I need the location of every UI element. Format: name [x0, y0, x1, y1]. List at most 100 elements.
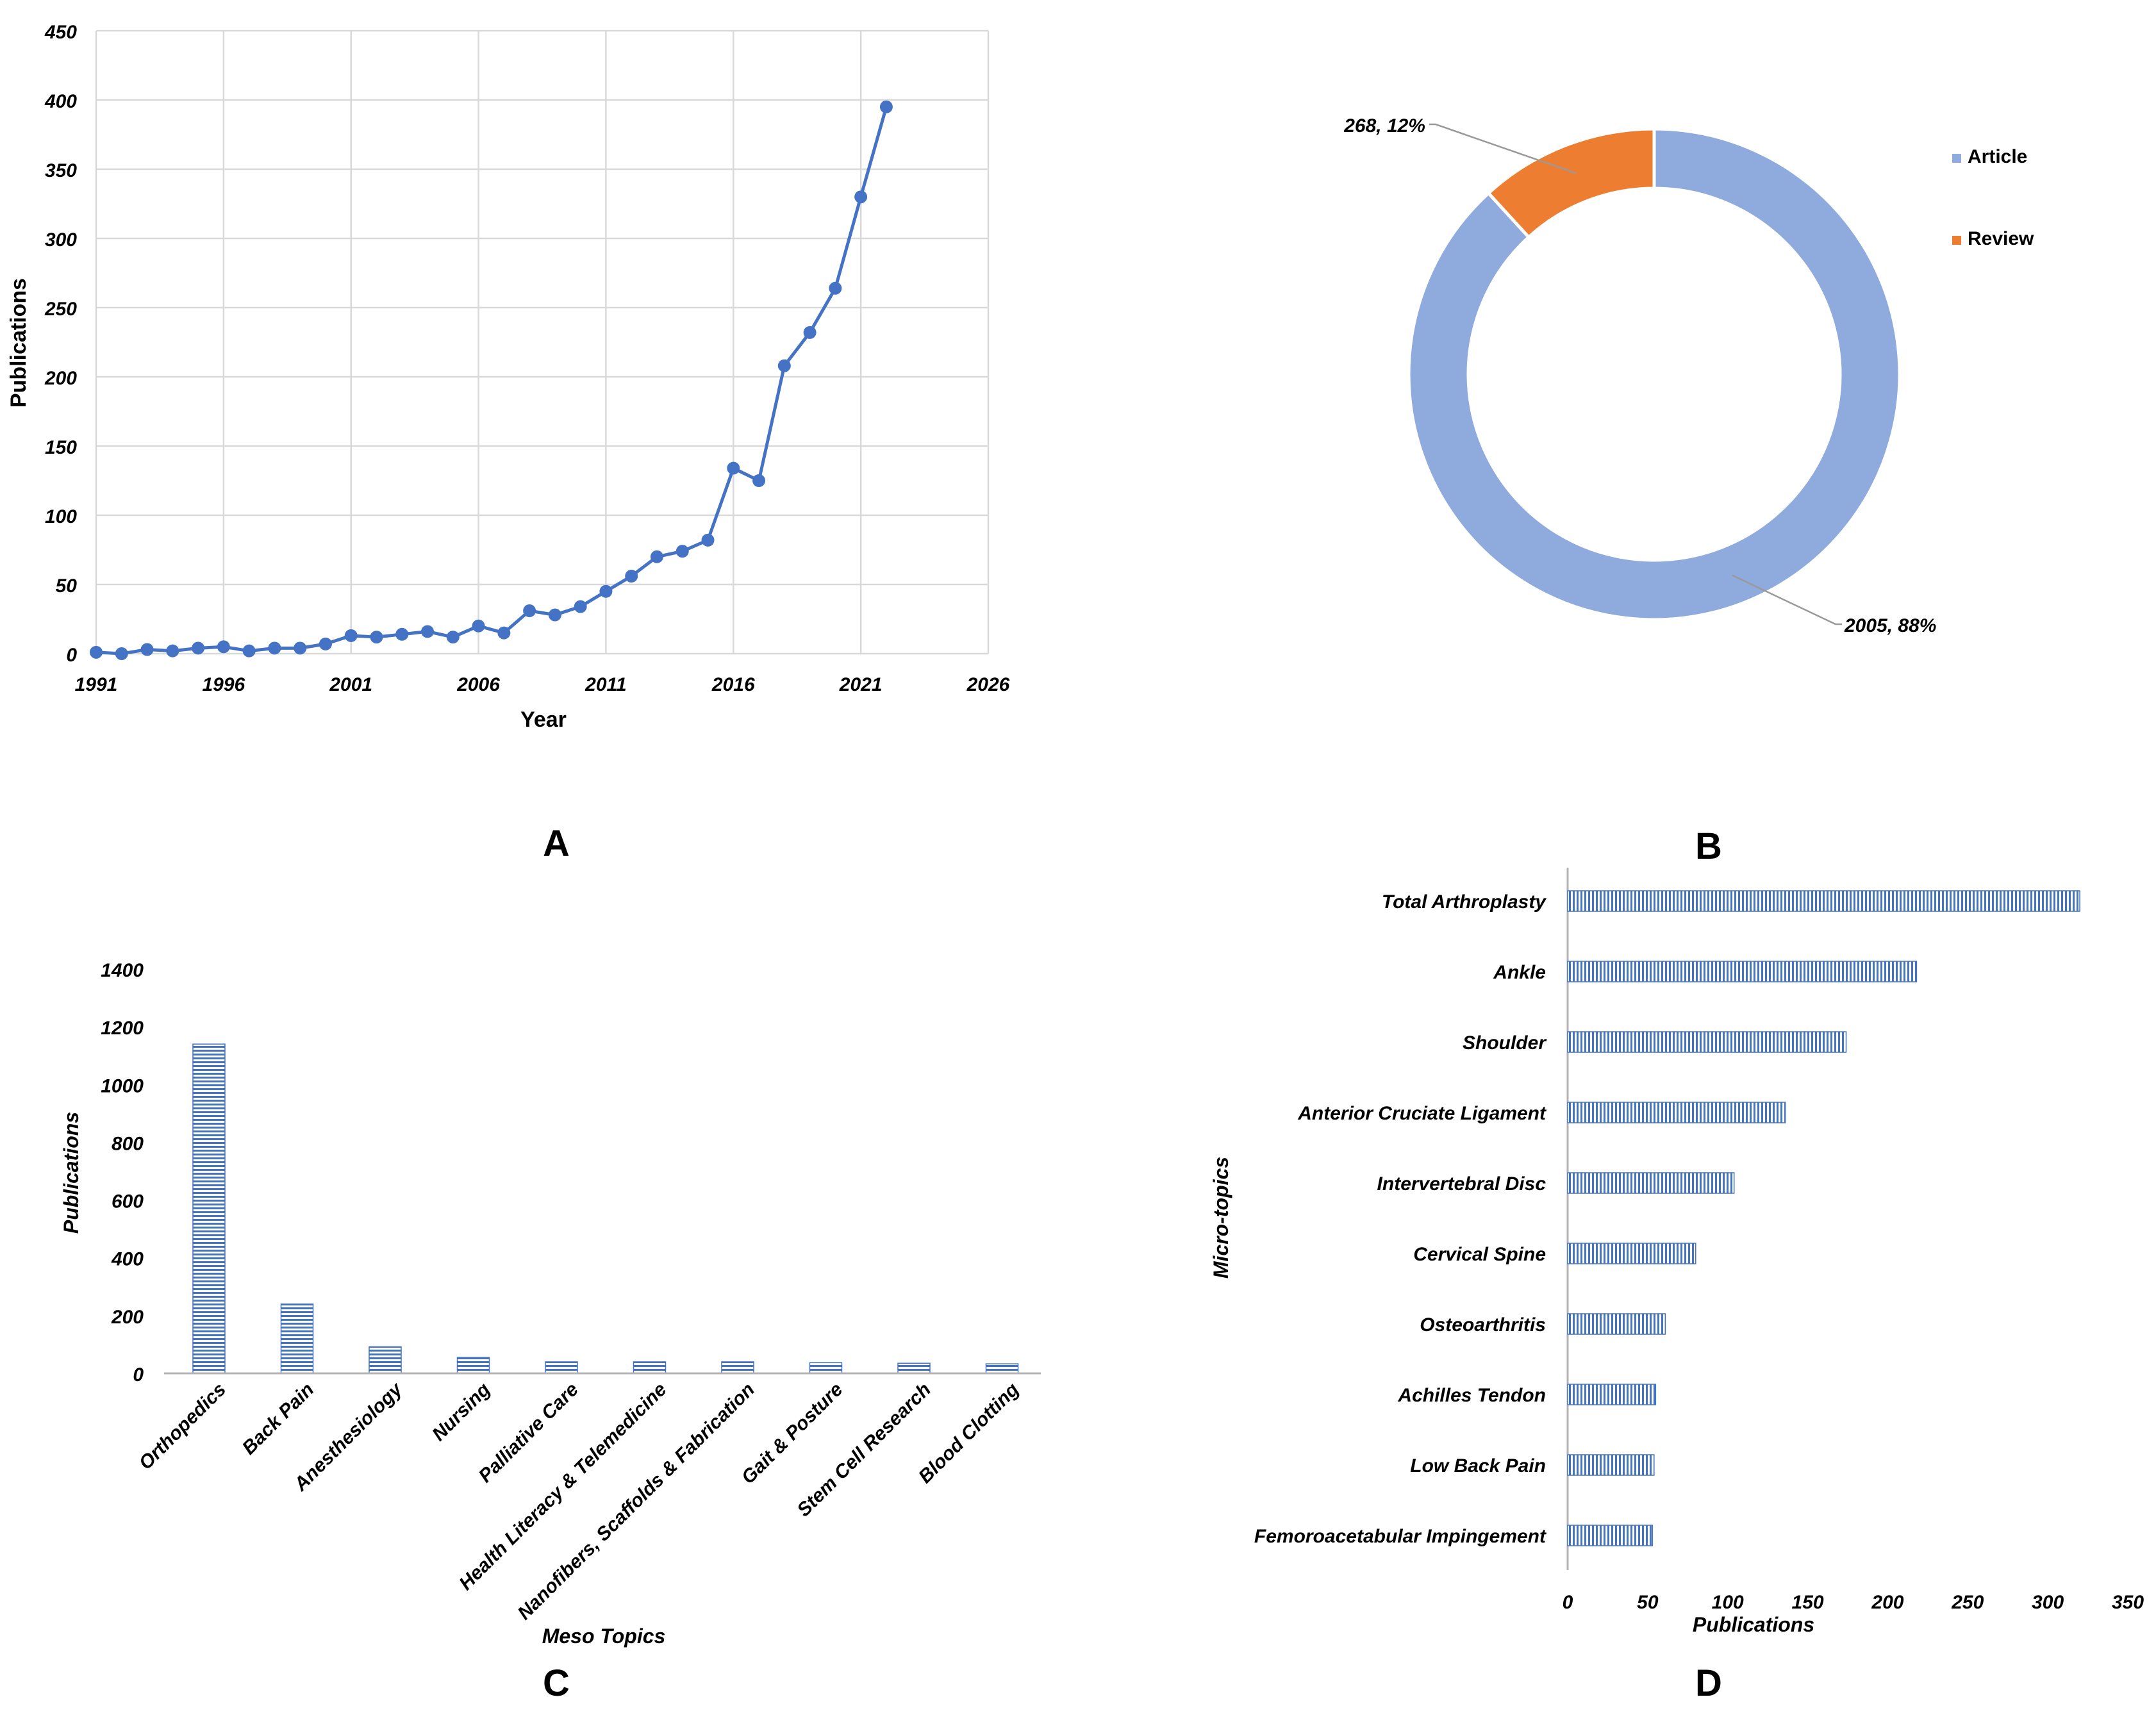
data-point — [217, 640, 230, 654]
category-label: Shoulder — [1463, 1032, 1547, 1054]
category-label: Orthopedics — [135, 1379, 230, 1474]
data-point — [166, 644, 179, 658]
data-point — [650, 550, 663, 563]
data-point — [370, 631, 383, 644]
x-tick-label: 2021 — [839, 674, 883, 695]
data-point — [90, 645, 103, 659]
x-axis-label: Publications — [1693, 1613, 1814, 1636]
bar — [1567, 1102, 1786, 1123]
category-label: Femoroacetabular Impingement — [1254, 1526, 1547, 1547]
category-label: Total Arthroplasty — [1382, 891, 1547, 913]
y-tick-label: 0 — [133, 1364, 144, 1386]
bar — [545, 1361, 578, 1374]
x-tick-label: 2001 — [329, 674, 372, 695]
data-point — [395, 627, 409, 641]
data-point — [344, 629, 358, 642]
bar — [1567, 1243, 1696, 1264]
donut-slice — [1486, 127, 1656, 240]
y-tick-label: 150 — [45, 437, 77, 458]
y-tick-label: 400 — [44, 91, 77, 112]
data-point — [625, 570, 638, 583]
category-label: Intervertebral Disc — [1377, 1173, 1547, 1195]
bar — [1567, 961, 1918, 982]
data-point — [421, 625, 435, 638]
x-tick-label: 1996 — [202, 674, 245, 695]
panel-label-b: B — [1695, 825, 1722, 867]
category-label: Nursing — [428, 1379, 494, 1445]
chart-d: Total Arthroplasty Ankle Shoulder Anterior … — [1209, 868, 2144, 1636]
bar — [1567, 890, 2080, 912]
legend-label: Article — [1968, 146, 2027, 167]
data-point — [192, 641, 205, 655]
x-tick-label: 2011 — [585, 674, 627, 695]
x-tick-label: 350 — [2112, 1592, 2144, 1613]
x-axis-label: Meso Topics — [542, 1625, 666, 1648]
x-tick-label: 0 — [1563, 1592, 1573, 1613]
bar — [280, 1303, 314, 1374]
y-axis-label: Publications — [6, 278, 31, 408]
data-point — [446, 631, 460, 644]
y-tick-label: 0 — [66, 645, 77, 666]
bar — [633, 1361, 667, 1374]
bar — [456, 1357, 490, 1374]
data-point — [574, 600, 587, 613]
bar — [985, 1363, 1019, 1374]
category-label: Low Back Pain — [1410, 1455, 1546, 1477]
x-tick-label: 2016 — [711, 674, 755, 695]
y-tick-label: 50 — [56, 575, 78, 597]
data-label: 2005, 88% — [1844, 615, 1936, 636]
y-tick-label: 1400 — [101, 960, 144, 981]
series-line — [95, 106, 888, 656]
data-point — [140, 643, 154, 656]
chart-a: 0 50 100 150 200 250 300 350 400 450 1991 1996 2001 2… — [6, 22, 1010, 732]
data-point — [268, 641, 281, 655]
category-label: Ankle — [1493, 962, 1546, 983]
y-tick-label: 450 — [44, 22, 77, 43]
x-tick-label: 2026 — [966, 674, 1010, 695]
bar — [192, 1043, 226, 1374]
bar — [1567, 1313, 1666, 1335]
bar — [721, 1361, 754, 1374]
x-tick-label: 1991 — [75, 674, 118, 695]
chart-b: 2005, 88% 268, 12% Article Review — [1343, 115, 2034, 636]
y-tick-label: 1000 — [101, 1075, 144, 1096]
data-point — [829, 281, 842, 295]
chart-c: 0 200 400 600 800 1000 1200 1400 Orthopedics Bac… — [60, 960, 1041, 1648]
category-label: Achilles Tendon — [1397, 1385, 1546, 1406]
data-point — [752, 474, 766, 487]
bar — [1567, 1172, 1735, 1194]
legend-swatch — [1952, 154, 1961, 163]
x-tick-label: 2006 — [456, 674, 500, 695]
y-tick-label: 300 — [45, 229, 77, 251]
data-point — [879, 100, 893, 113]
y-tick-label: 600 — [112, 1191, 144, 1212]
y-tick-label: 100 — [45, 506, 77, 527]
data-point — [115, 647, 128, 660]
data-point — [599, 584, 613, 598]
data-point — [242, 644, 256, 658]
y-tick-label: 200 — [111, 1307, 144, 1328]
x-tick-label: 200 — [1871, 1592, 1903, 1613]
donut-slice — [1407, 127, 1902, 622]
data-point — [727, 461, 740, 475]
bar — [897, 1362, 931, 1374]
x-tick-label: 250 — [1951, 1592, 1984, 1613]
data-point — [497, 626, 511, 640]
y-tick-label: 200 — [44, 368, 77, 389]
data-point — [803, 326, 817, 339]
bar — [369, 1346, 402, 1374]
leader-line — [1732, 574, 1842, 625]
legend-swatch — [1952, 236, 1961, 245]
bar — [1567, 1031, 1847, 1053]
y-tick-label: 1200 — [101, 1018, 144, 1039]
data-label: 268, 12% — [1343, 115, 1425, 137]
panel-label-d: D — [1695, 1662, 1722, 1704]
y-tick-label: 400 — [111, 1249, 144, 1270]
data-point — [854, 190, 868, 204]
y-tick-label: 350 — [45, 160, 77, 181]
panel-label-c: C — [543, 1662, 570, 1704]
bar — [1567, 1454, 1655, 1476]
y-axis-label: Publications — [60, 1112, 83, 1234]
category-label: Osteoarthritis — [1420, 1314, 1546, 1336]
